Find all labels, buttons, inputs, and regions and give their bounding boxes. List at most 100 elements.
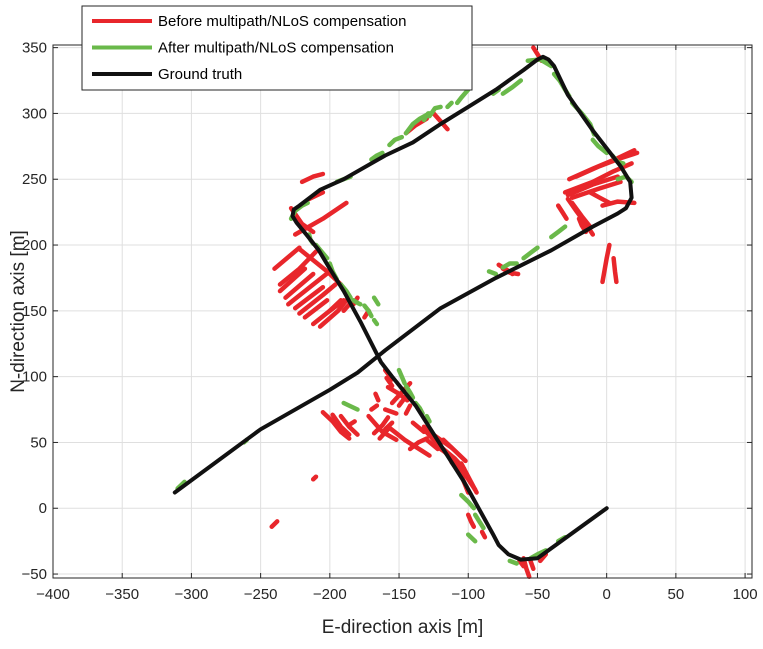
- after-compensation-segment: [521, 245, 540, 261]
- x-tick-label: −100: [451, 586, 485, 603]
- x-tick-label: −150: [382, 586, 416, 603]
- before-compensation-segment: [410, 420, 427, 435]
- before-compensation-segment: [424, 437, 441, 452]
- before-compensation-segment: [396, 394, 409, 408]
- after-compensation-segment: [351, 298, 363, 307]
- after-compensation-segment: [507, 558, 519, 566]
- before-compensation-segment: [431, 111, 450, 132]
- before-compensation-segment: [573, 150, 640, 179]
- before-compensation-segment: [327, 298, 346, 314]
- before-compensation-segment: [369, 403, 380, 412]
- x-axis-label: E-direction axis [m]: [322, 617, 484, 638]
- before-compensation-segment: [297, 282, 338, 316]
- y-tick-label: 250: [22, 171, 47, 188]
- before-compensation-segment: [528, 558, 536, 572]
- before-compensation-segment: [384, 375, 395, 389]
- before-compensation-segment: [292, 284, 326, 311]
- before-compensation-segment: [277, 266, 308, 294]
- x-tick-label: −250: [244, 586, 278, 603]
- before-compensation-segment: [366, 413, 399, 443]
- after-compensation-segment: [427, 104, 443, 119]
- before-compensation-segment: [569, 179, 623, 200]
- x-tick-label: −300: [175, 586, 209, 603]
- after-compensation-segment: [387, 134, 405, 148]
- series-2: [172, 54, 634, 562]
- y-tick-label: 300: [22, 105, 47, 122]
- y-tick-label: 50: [30, 434, 47, 451]
- x-tick-label: 0: [602, 586, 610, 603]
- y-axis-label: N-direction axis [m]: [8, 230, 29, 393]
- y-tick-label: 150: [22, 303, 47, 320]
- ground-truth-path: [172, 54, 634, 562]
- gridlines: [52, 45, 752, 578]
- after-compensation-segment: [424, 413, 432, 424]
- before-compensation-segment: [565, 174, 620, 198]
- before-compensation-segment: [317, 298, 349, 329]
- before-compensation-segment: [338, 413, 360, 437]
- before-compensation-segment: [269, 519, 280, 529]
- before-compensation-segment: [371, 415, 391, 436]
- y-tick-label: 350: [22, 40, 47, 57]
- y-tick-label: 0: [39, 500, 47, 517]
- before-compensation-segment: [348, 419, 357, 427]
- legend-label-after: After multipath/NLoS compensation: [158, 40, 394, 57]
- before-compensation-segment: [302, 298, 330, 320]
- legend-label-ground-truth: Ground truth: [158, 66, 242, 83]
- after-compensation-segment: [549, 224, 568, 240]
- x-tick-label: −350: [105, 586, 139, 603]
- after-compensation-segment: [486, 269, 499, 277]
- before-compensation-segment: [272, 245, 302, 271]
- after-compensation-segment: [371, 317, 380, 327]
- before-compensation-segment: [587, 190, 612, 206]
- before-compensation-segment: [403, 403, 413, 416]
- after-compensation-segment: [454, 87, 471, 106]
- before-compensation-segment: [330, 412, 352, 437]
- before-compensation-segment: [310, 474, 319, 482]
- before-compensation-segment: [299, 171, 326, 185]
- y-tick-label: 200: [22, 237, 47, 254]
- before-compensation-segment: [385, 424, 432, 458]
- before-compensation-segment: [373, 391, 381, 403]
- before-compensation-segment: [611, 255, 619, 285]
- x-tick-label: −400: [36, 586, 70, 603]
- after-compensation-segment: [472, 512, 486, 531]
- after-compensation-segment: [396, 367, 407, 386]
- x-tick-label: −200: [313, 586, 347, 603]
- after-compensation-segment: [362, 303, 374, 319]
- axis-ticks: −400 −350 −300 −250 −200 −150 −100 −50 0 50 100 −50…: [22, 40, 758, 603]
- before-compensation-segment: [517, 558, 526, 569]
- y-tick-label: 100: [22, 369, 47, 386]
- before-compensation-segment: [320, 409, 352, 441]
- after-compensation-segment: [341, 400, 360, 412]
- before-compensation-segment: [521, 556, 532, 579]
- before-compensation-segment: [600, 242, 612, 285]
- legend-label-before: Before multipath/NLoS compensation: [158, 13, 406, 30]
- x-tick-label: −50: [525, 586, 550, 603]
- after-compensation-segment: [403, 383, 416, 400]
- before-compensation-segment: [465, 512, 477, 529]
- after-compensation-segment: [465, 532, 478, 544]
- before-compensation-segment: [441, 437, 468, 464]
- x-tick-label: 100: [733, 586, 758, 603]
- after-compensation-segment: [371, 295, 381, 307]
- before-compensation-segment: [555, 203, 569, 221]
- before-compensation-segment: [277, 249, 319, 287]
- before-compensation-segment: [569, 200, 593, 229]
- after-compensation-segment: [500, 78, 524, 96]
- before-compensation-segment: [286, 269, 333, 307]
- after-compensation-segment: [369, 150, 385, 162]
- legend: Before multipath/NLoS compensation After…: [81, 5, 473, 91]
- after-compensation-segment: [500, 261, 519, 270]
- before-compensation-segment: [407, 436, 429, 452]
- y-tick-label: −50: [22, 566, 47, 583]
- after-compensation-segment: [590, 137, 609, 156]
- before-compensation-segment: [479, 529, 488, 540]
- after-compensation-segment: [445, 100, 454, 110]
- before-compensation-segment: [382, 407, 399, 416]
- after-compensation-segment: [421, 111, 431, 123]
- x-tick-label: 50: [668, 586, 685, 603]
- plot-series: [172, 45, 640, 579]
- before-compensation-segment: [459, 461, 479, 495]
